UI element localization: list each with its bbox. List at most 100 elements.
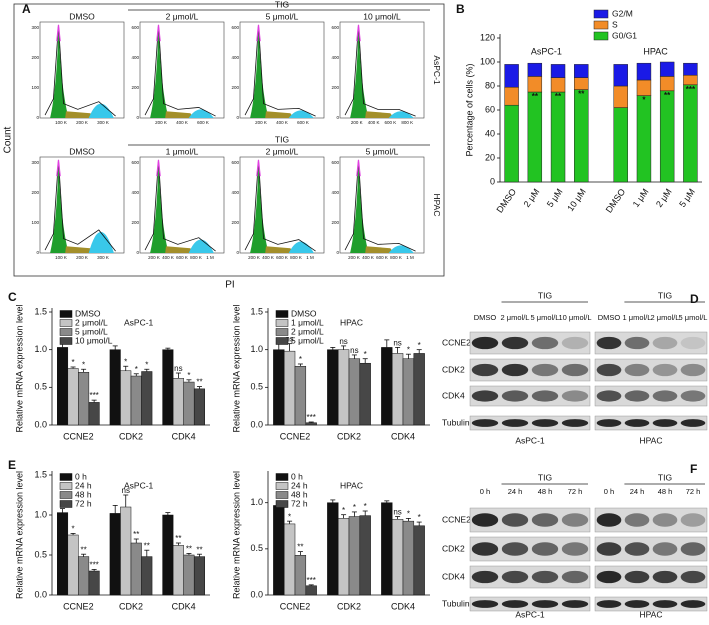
bar xyxy=(283,523,296,596)
legend-label: 10 μmol/L xyxy=(75,335,113,345)
error-bar xyxy=(175,372,181,379)
significance: ** xyxy=(555,92,562,101)
blot-band xyxy=(680,600,706,608)
x-tick-label: 200 K xyxy=(148,255,160,260)
y-tick-label: 0 xyxy=(36,115,39,120)
bar-segment xyxy=(659,76,675,92)
error-bar xyxy=(81,553,87,557)
protein-label: CDK2 xyxy=(442,364,465,374)
lane-label: 1 μmol/L xyxy=(623,313,652,322)
bar-segment xyxy=(527,91,543,183)
error-bar xyxy=(175,542,181,546)
error-bar xyxy=(297,363,303,367)
significance: ns xyxy=(174,364,182,373)
y-tick-label: 200 xyxy=(131,220,139,225)
bar-segment xyxy=(683,62,698,76)
bar xyxy=(294,555,307,596)
error-bar xyxy=(196,386,202,389)
blot-background xyxy=(594,415,708,431)
blot-band xyxy=(561,542,589,556)
bar xyxy=(183,381,195,426)
y-tick-label: 0 xyxy=(136,115,139,120)
blot-band xyxy=(652,336,678,350)
error-bar xyxy=(351,511,357,517)
significance: * xyxy=(407,345,410,354)
y-tick-label: 0.5 xyxy=(250,382,263,392)
significance: ** xyxy=(297,543,303,552)
g2-peak xyxy=(88,231,114,253)
error-bar xyxy=(196,553,202,557)
g1-peak xyxy=(50,161,69,253)
plot-title: 1 μmol/L xyxy=(166,146,199,156)
blot-background xyxy=(469,331,591,355)
legend-swatch xyxy=(59,473,73,481)
blot-background xyxy=(594,385,708,407)
protein-label: CDK4 xyxy=(442,390,465,400)
blot-band xyxy=(680,570,706,584)
blot-band xyxy=(531,542,559,556)
protein-label: CDK2 xyxy=(442,543,465,553)
blot-band xyxy=(624,600,650,608)
x-tick-label: 5 μM xyxy=(677,187,697,209)
bar xyxy=(109,513,121,596)
fit-overlay xyxy=(56,159,61,177)
bar xyxy=(88,570,100,596)
g2-peak xyxy=(188,239,214,253)
x-tick-label: 200 K xyxy=(76,255,88,260)
legend-swatch xyxy=(593,20,609,30)
y-tick-label: 600 xyxy=(231,25,239,30)
blot-band xyxy=(501,513,529,527)
blot-band xyxy=(471,542,499,556)
error-bar xyxy=(133,373,139,377)
g2-peak xyxy=(88,103,114,118)
bar-segment xyxy=(636,95,652,183)
lane-label: DMSO xyxy=(598,313,621,322)
plot-frame xyxy=(239,21,325,119)
fit-line xyxy=(144,159,216,252)
x-tick-label: 200 K xyxy=(351,120,363,125)
blot-band xyxy=(561,363,589,377)
legend-swatch xyxy=(59,482,73,490)
fit-line xyxy=(144,24,216,117)
lane-label: 72 h xyxy=(686,487,701,496)
panel-label: A xyxy=(22,2,31,16)
tig-label: TIG xyxy=(538,472,552,482)
fit-line xyxy=(244,24,316,117)
x-tick-label: 400 K xyxy=(276,120,288,125)
legend-swatch xyxy=(275,328,289,336)
significance: * xyxy=(299,355,302,364)
lane-label: 5 μmol/L xyxy=(531,313,560,322)
blot-band xyxy=(531,600,559,608)
tig-label: TIG xyxy=(538,290,552,300)
significance: ** xyxy=(664,91,671,100)
x-tick-label: 100 K xyxy=(55,120,67,125)
lane-label: 2 μmol/L xyxy=(651,313,680,322)
chart-annotation: AsPC-1 xyxy=(124,480,154,490)
error-bar xyxy=(308,584,314,586)
error-bar xyxy=(384,500,390,503)
legend-swatch xyxy=(593,9,609,19)
x-tick-label: 400 K xyxy=(362,255,374,260)
lane-label: 2 μmol/L xyxy=(501,313,530,322)
blot-band xyxy=(561,513,589,527)
blot-band xyxy=(531,570,559,584)
cell-line-label: AsPC-1 xyxy=(515,609,545,619)
error-bar xyxy=(81,368,87,373)
fit-line xyxy=(344,24,416,117)
legend-label: 48 h xyxy=(75,489,92,499)
y-tick-label: 1.0 xyxy=(250,497,263,507)
y-tick-label: 1.0 xyxy=(34,344,47,354)
bar xyxy=(141,556,153,596)
significance: * xyxy=(124,357,127,366)
blot-band xyxy=(501,542,529,556)
bar xyxy=(337,518,350,596)
legend-label: DMSO xyxy=(291,308,317,318)
y-tick-label: 400 xyxy=(131,55,139,60)
blot-band xyxy=(652,600,678,608)
bar xyxy=(109,349,121,426)
y-tick-label: 0.0 xyxy=(250,589,263,599)
g2-peak xyxy=(288,241,314,253)
significance: *** xyxy=(89,391,98,400)
x-tick-label: 1 M xyxy=(206,255,214,260)
